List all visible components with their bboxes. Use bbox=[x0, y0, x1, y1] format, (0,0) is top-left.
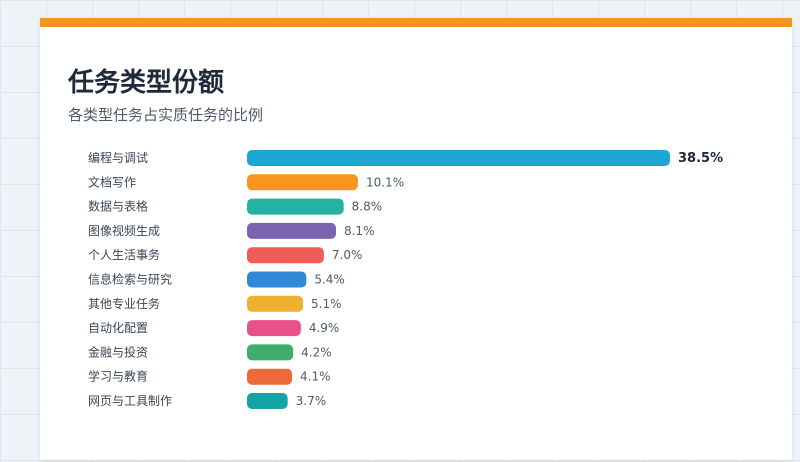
bar-chart: 编程与调试 38.5% 文档写作 10.1% 数据与表格 8.8% 图像视频生成 8.1% 个人… bbox=[88, 150, 723, 409]
bar bbox=[247, 150, 670, 166]
bar bbox=[247, 368, 293, 385]
accent-bar bbox=[40, 18, 792, 27]
chart-card: 任务类型份额 各类型任务占实质任务的比例 编程与调试 38.5% 文档写作 10.1%… bbox=[40, 18, 792, 460]
bar bbox=[247, 320, 301, 337]
bar bbox=[247, 198, 344, 215]
bar bbox=[247, 247, 324, 264]
value-label: 10.1% bbox=[366, 175, 404, 189]
bar bbox=[247, 393, 288, 409]
category-label: 文档写作 bbox=[88, 174, 136, 189]
category-label: 自动化配置 bbox=[88, 321, 148, 335]
category-label: 信息检索与研究 bbox=[88, 272, 172, 287]
category-label: 学习与教育 bbox=[88, 369, 148, 384]
value-label: 8.8% bbox=[352, 200, 383, 214]
category-label: 网页与工具制作 bbox=[88, 394, 172, 408]
value-label: 5.1% bbox=[311, 297, 342, 311]
chart-subtitle: 各类型任务占实质任务的比例 bbox=[68, 106, 264, 124]
category-label: 金融与投资 bbox=[88, 344, 148, 359]
value-label: 38.5% bbox=[678, 151, 723, 166]
value-label: 4.9% bbox=[309, 321, 340, 335]
value-label: 4.1% bbox=[300, 370, 331, 384]
category-label: 数据与表格 bbox=[88, 199, 148, 214]
category-label: 个人生活事务 bbox=[88, 247, 160, 262]
chart-title: 任务类型份额 bbox=[68, 68, 225, 98]
bar bbox=[247, 344, 294, 361]
value-label: 8.1% bbox=[344, 224, 375, 238]
bar bbox=[247, 174, 358, 191]
value-label: 3.7% bbox=[296, 394, 327, 408]
bar bbox=[247, 295, 304, 312]
bar bbox=[247, 222, 336, 239]
category-label: 编程与调试 bbox=[88, 150, 148, 165]
category-label: 图像视频生成 bbox=[88, 223, 160, 238]
bar bbox=[247, 271, 307, 288]
value-label: 5.4% bbox=[314, 273, 345, 287]
category-label: 其他专业任务 bbox=[88, 296, 160, 311]
value-label: 7.0% bbox=[332, 248, 363, 262]
value-label: 4.2% bbox=[301, 345, 332, 359]
